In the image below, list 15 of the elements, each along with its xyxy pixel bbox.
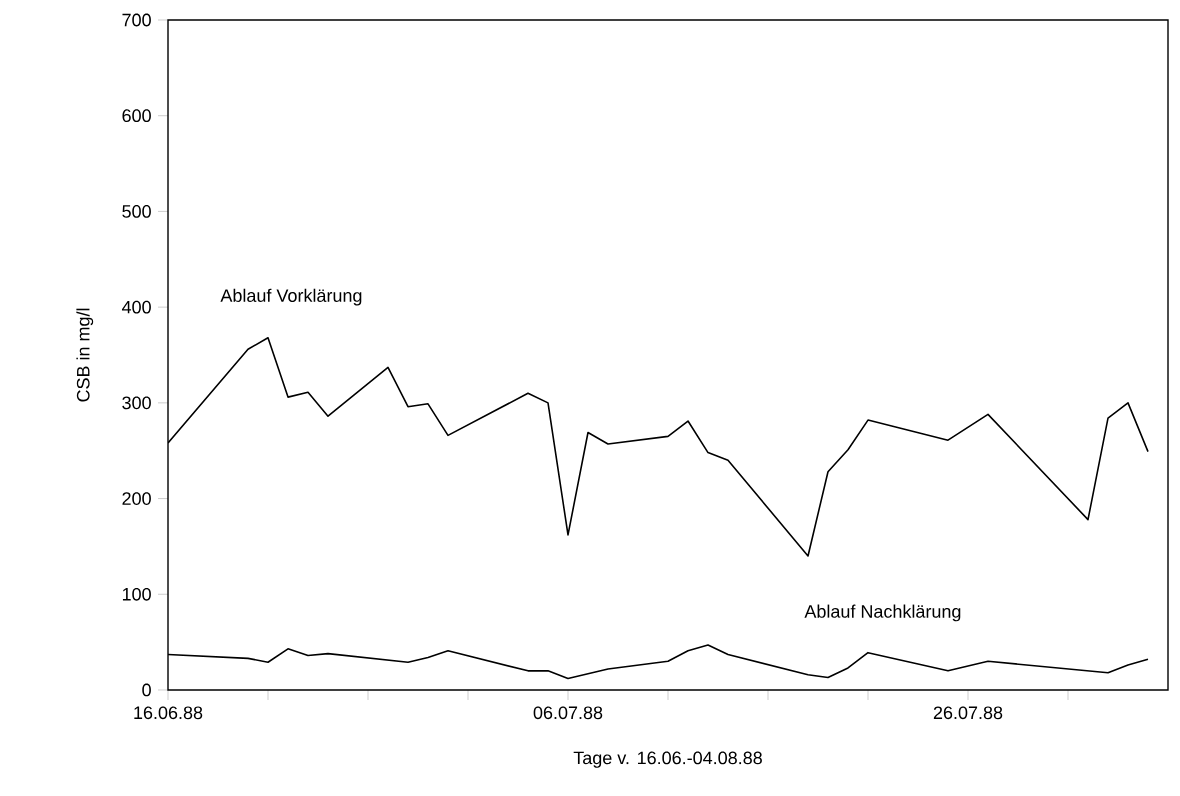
y-tick-label: 600 [122,109,151,123]
y-tick-label: 500 [122,205,151,218]
y-tick-label: 0 [142,683,151,697]
x-tick-label: 16.06.88 [134,706,203,720]
x-tick-label: 06.07.88 [533,706,603,720]
y-axis-title: CSB in mg/l [76,308,94,402]
y-tick-label: 400 [121,300,151,314]
text: Ablauf Nachklärung [804,604,961,622]
y-tick-label: 300 [122,396,151,410]
y-tick-label: 200 [122,492,151,505]
y-tick-label: 100 [122,587,151,601]
x-axis-title: Tage v. 16.06.-04.08.88 [573,751,762,768]
y-tick-label: 700 [122,13,151,27]
text: Ablauf Vorklärung [220,288,362,306]
x-tick-label: 26.07.88 [933,706,1003,720]
